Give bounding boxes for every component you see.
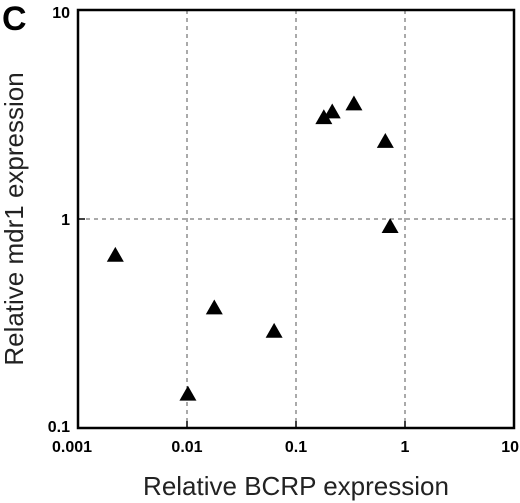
- x-tick-label: 0.1: [285, 439, 307, 456]
- y-tick-labels: 0.1 1 10: [48, 5, 70, 436]
- grid-lines: [78, 10, 514, 428]
- x-tick-label: 10: [501, 439, 519, 456]
- data-point-triangle: [106, 246, 124, 262]
- data-point-triangle: [265, 322, 283, 338]
- y-tick-label: 1: [61, 212, 70, 229]
- x-axis-label: Relative BCRP expression: [143, 471, 449, 501]
- y-axis-label: Relative mdr1 expression: [0, 72, 29, 365]
- data-point-triangle: [381, 218, 399, 233]
- data-point-triangle: [205, 299, 223, 315]
- x-tick-label: 0.01: [171, 439, 202, 456]
- data-point-triangle: [376, 132, 394, 148]
- panel-label: C: [2, 0, 27, 38]
- x-tick-labels: 0.001 0.01 0.1 1 10: [52, 439, 519, 456]
- axis-ticks: [77, 9, 515, 429]
- data-point-triangle: [179, 385, 197, 401]
- x-tick-label: 1: [401, 439, 410, 456]
- data-point-triangle: [323, 103, 341, 119]
- y-tick-label: 0.1: [48, 419, 70, 436]
- data-points: [106, 95, 399, 401]
- data-point-triangle: [315, 109, 333, 125]
- x-tick-label: 0.001: [52, 439, 92, 456]
- data-point-triangle: [345, 95, 363, 111]
- y-tick-label: 10: [52, 5, 70, 22]
